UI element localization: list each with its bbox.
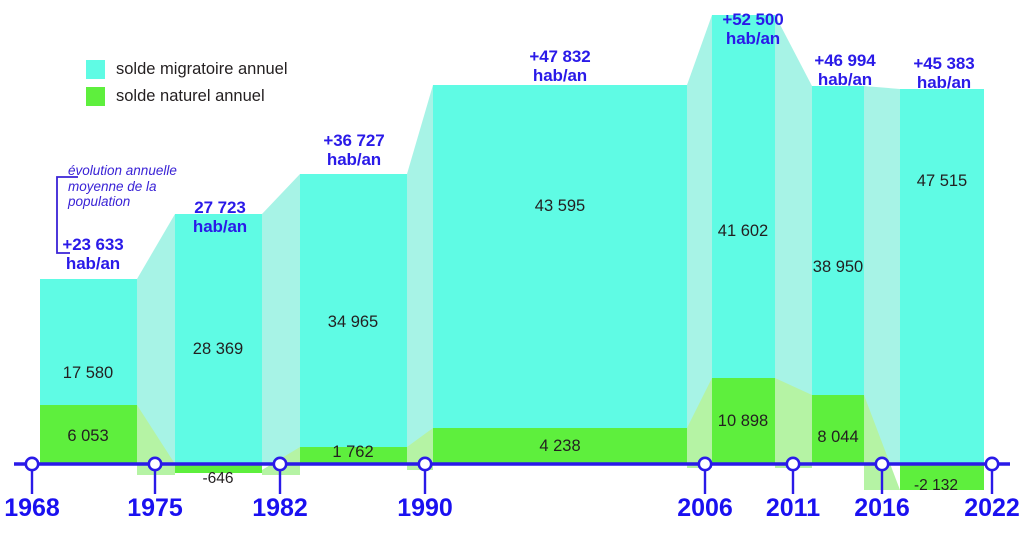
value-naturel-2011-2016: 8 044 [817,428,859,446]
green-bar-1975-1982 [175,464,262,473]
legend-item-migratoire[interactable]: solde migratoire annuel [86,57,288,81]
year-label-2022[interactable]: 2022 [964,494,1020,522]
series-solde-migratoire [40,15,984,464]
cyan-bar-1982-1990 [300,174,407,464]
year-label-2011[interactable]: 2011 [765,494,821,522]
year-marker-1968[interactable] [24,456,40,472]
legend-label-migratoire: solde migratoire annuel [116,59,288,78]
value-migratoire-1982-1990: 34 965 [327,313,379,331]
green-bar-2016-2022 [900,464,984,490]
cyan-slope-2016 [864,86,900,464]
cyan-bar-1975-1982 [175,214,262,464]
year-marker-1982[interactable] [272,456,288,472]
green-bar-1990-2006 [433,428,687,464]
cyan-bar-2016-2022 [900,89,984,464]
total-label-2006-2011: +52 500 hab/an [722,10,784,48]
green-slope-1975 [137,405,175,475]
value-naturel-2006-2011: 10 898 [717,412,769,430]
year-label-2006[interactable]: 2006 [677,494,733,522]
total-label-2016-2022: +45 383 hab/an [913,54,975,92]
cyan-slope-2011 [775,15,812,464]
value-naturel-1990-2006: 4 238 [539,437,581,455]
year-label-1990[interactable]: 1990 [397,494,453,522]
value-migratoire-2006-2011: 41 602 [717,222,769,240]
total-label-1975-1982: 27 723 hab/an [192,198,248,236]
legend-item-naturel[interactable]: solde naturel annuel [86,84,288,108]
value-migratoire-2016-2022: 47 515 [916,172,968,190]
annotation-bracket [56,176,78,254]
value-migratoire-1990-2006: 43 595 [534,197,586,215]
green-bar-2011-2016 [812,395,864,464]
total-label-1968-1975: +23 633 hab/an [62,235,124,273]
evolution-annotation: évolution annuelle moyenne de la populat… [68,163,177,209]
green-bar-1982-1990 [300,447,407,464]
value-migratoire-1975-1982: 28 369 [192,340,244,358]
series-solde-naturel [40,378,984,490]
legend-swatch-naturel [86,86,105,106]
cyan-slope-2006 [687,15,712,464]
cyan-slope-1975 [137,214,175,464]
value-naturel-1982-1990: 1 762 [332,443,374,461]
cyan-slope-1982 [262,174,300,464]
total-label-2011-2016: +46 994 hab/an [814,51,876,89]
value-naturel-2016-2022: -2 132 [914,477,958,494]
value-migratoire-2011-2016: 38 950 [812,258,864,276]
year-marker-2016[interactable] [874,456,890,472]
green-slope-2011 [775,378,812,468]
year-marker-2011[interactable] [785,456,801,472]
year-label-1975[interactable]: 1975 [127,494,183,522]
legend-label-naturel: solde naturel annuel [116,86,265,105]
year-label-1968[interactable]: 1968 [4,494,60,522]
year-label-1982[interactable]: 1982 [252,494,308,522]
green-bar-2006-2011 [712,378,775,464]
total-label-1982-1990: +36 727 hab/an [323,131,385,169]
value-migratoire-1968-1975: 17 580 [62,364,114,382]
legend-swatch-migratoire [86,59,105,79]
total-label-1990-2006: +47 832 hab/an [529,47,591,85]
green-slope-2006 [687,378,712,468]
year-label-2016[interactable]: 2016 [854,494,910,522]
green-bar-1968-1975 [40,405,137,464]
cyan-bar-1990-2006 [433,85,687,464]
year-marker-2006[interactable] [697,456,713,472]
green-slope-2016b [864,395,900,490]
cyan-slope-1990 [407,85,433,464]
chart-legend: solde migratoire annuel solde naturel an… [86,57,288,111]
year-ticks [24,456,1000,494]
year-marker-1975[interactable] [147,456,163,472]
value-naturel-1968-1975: 6 053 [67,427,109,445]
year-marker-1990[interactable] [417,456,433,472]
year-marker-2022[interactable] [984,456,1000,472]
value-naturel-1975-1982: -646 [202,470,234,487]
